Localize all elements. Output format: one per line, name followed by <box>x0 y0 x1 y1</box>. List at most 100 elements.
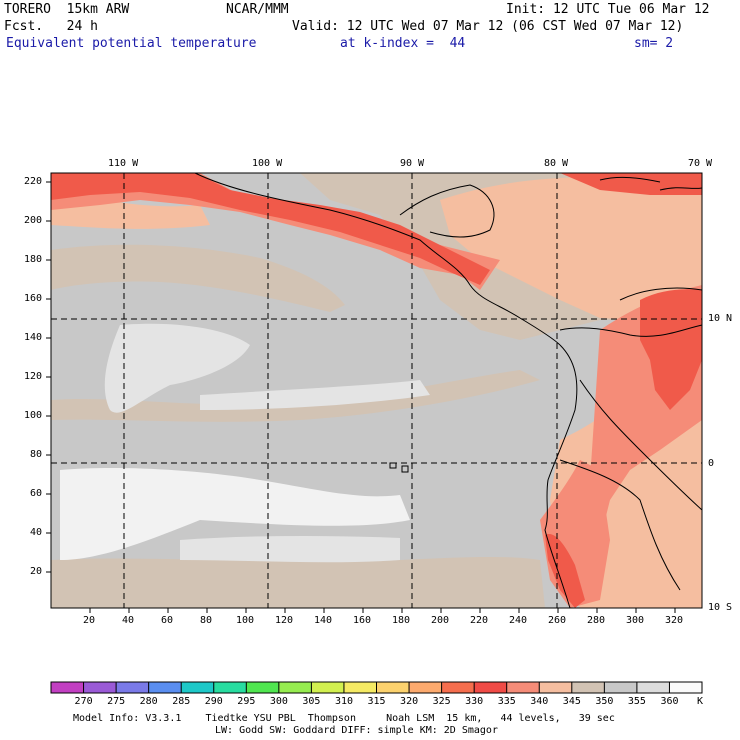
center-label: NCAR/MMM <box>226 2 289 17</box>
y-tick-label: 220 <box>24 176 43 187</box>
theta-e-zone-345 <box>51 244 345 312</box>
colorbar-label: 325 <box>432 696 451 707</box>
colorbar-swatch <box>343 682 377 693</box>
model-info: Model Info: V3.3.1 Tiedtke YSU PBL Thomp… <box>73 713 615 724</box>
coastlines <box>194 172 703 609</box>
colorbar-label: 345 <box>562 696 581 707</box>
lat-label-equator: 0 <box>708 458 715 469</box>
peru-border <box>559 459 681 591</box>
colorbar-label: 295 <box>237 696 256 707</box>
y-tick-label: 160 <box>24 293 43 304</box>
x-axis-ticks <box>89 608 676 613</box>
colorbar-swatch <box>506 682 540 693</box>
x-tick-label: 220 <box>470 615 489 626</box>
x-tick-label: 180 <box>392 615 411 626</box>
colorbar-swatch <box>636 682 670 693</box>
colorbar-swatch <box>246 682 280 693</box>
smoothing-label: sm= 2 <box>634 36 674 51</box>
colorbar-swatch <box>604 682 638 693</box>
colorbar-swatch <box>474 682 508 693</box>
x-tick-label: 20 <box>83 615 96 626</box>
y-tick-label: 200 <box>24 215 43 226</box>
theta-e-zone-330 <box>51 173 490 285</box>
colorbar-label: 300 <box>269 696 288 707</box>
central-america-coastline <box>194 172 561 346</box>
x-tick-label: 280 <box>587 615 606 626</box>
colorbar-label: 310 <box>334 696 353 707</box>
x-tick-label: 300 <box>626 615 645 626</box>
lon-label-90w: 90 W <box>400 158 425 169</box>
colorbar-swatch <box>213 682 247 693</box>
theta-e-zone-360 <box>60 468 410 560</box>
colorbar-label: 350 <box>595 696 614 707</box>
colorbar-label: 335 <box>497 696 516 707</box>
y-tick-label: 40 <box>30 527 43 538</box>
colorbar-swatch <box>311 682 345 693</box>
colorbar-label: 315 <box>367 696 386 707</box>
x-tick-label: 80 <box>200 615 213 626</box>
theta-e-zone-355 <box>180 535 400 563</box>
x-tick-label: 260 <box>548 615 567 626</box>
south-america-coastline <box>544 344 578 609</box>
colorbar-swatch <box>409 682 443 693</box>
x-tick-label: 120 <box>275 615 294 626</box>
lon-label-100w: 100 W <box>252 158 283 169</box>
y-tick-label: 100 <box>24 410 43 421</box>
theta-e-zone-330 <box>560 173 702 195</box>
lat-lon-grid <box>51 173 702 608</box>
colorbar-label: 320 <box>400 696 419 707</box>
colorbar-swatch <box>181 682 215 693</box>
theta-e-zone-345 <box>51 370 540 422</box>
theta-e-zone-340 <box>440 177 702 320</box>
y-tick-label: 140 <box>24 332 43 343</box>
colombia-border <box>559 324 703 337</box>
colorbar-swatch <box>441 682 475 693</box>
forecast-hour: Fcst. 24 h <box>4 19 98 34</box>
colorbar-swatch <box>116 682 150 693</box>
valid-time: Valid: 12 UTC Wed 07 Mar 12 (06 CST Wed … <box>292 19 684 34</box>
colorbar-label: 290 <box>204 696 223 707</box>
model-title: TORERO 15km ARW <box>4 2 130 17</box>
y-tick-label: 20 <box>30 566 43 577</box>
colorbar-swatch <box>278 682 312 693</box>
plot-frame <box>50 172 703 609</box>
colorbar-swatch <box>539 682 573 693</box>
colorbar-ticks <box>83 682 670 693</box>
y-axis-ticks <box>46 181 51 573</box>
colorbar-swatch <box>83 682 117 693</box>
theta-e-zone-335 <box>51 173 500 290</box>
x-tick-label: 100 <box>236 615 255 626</box>
yucatan-coastline <box>399 184 495 238</box>
colorbar-swatch <box>51 682 85 693</box>
colorbar-swatch <box>376 682 410 693</box>
venezuela-coastline <box>619 287 703 301</box>
colorbar-label: 280 <box>139 696 158 707</box>
field-name: Equivalent potential temperature <box>6 36 257 51</box>
y-tick-label: 80 <box>30 449 43 460</box>
lat-label-10s: 10 S <box>708 602 733 613</box>
colorbar-swatch <box>669 682 703 693</box>
caribbean-islands <box>599 176 703 191</box>
theta-e-zone-355 <box>200 380 430 410</box>
lon-label-80w: 80 W <box>544 158 569 169</box>
andes-border <box>579 379 703 511</box>
colorbar-label: 270 <box>74 696 93 707</box>
theta-e-zone-355 <box>104 323 250 413</box>
colorbar-unit: K <box>697 696 704 707</box>
colorbar-label: 275 <box>107 696 126 707</box>
colorbar-label: 340 <box>530 696 549 707</box>
x-tick-label: 160 <box>353 615 372 626</box>
level-label: at k-index = 44 <box>340 36 466 51</box>
y-tick-label: 60 <box>30 488 43 499</box>
x-tick-label: 140 <box>314 615 333 626</box>
y-tick-label: 120 <box>24 371 43 382</box>
x-tick-label: 200 <box>431 615 450 626</box>
colorbar-label: 285 <box>172 696 191 707</box>
init-time: Init: 12 UTC Tue 06 Mar 12 <box>506 2 710 17</box>
colorbar-swatch <box>148 682 182 693</box>
theta-e-zone-330 <box>545 534 585 608</box>
theta-e-zone-345 <box>51 556 545 608</box>
x-tick-label: 240 <box>509 615 528 626</box>
colorbar-swatch <box>571 682 605 693</box>
